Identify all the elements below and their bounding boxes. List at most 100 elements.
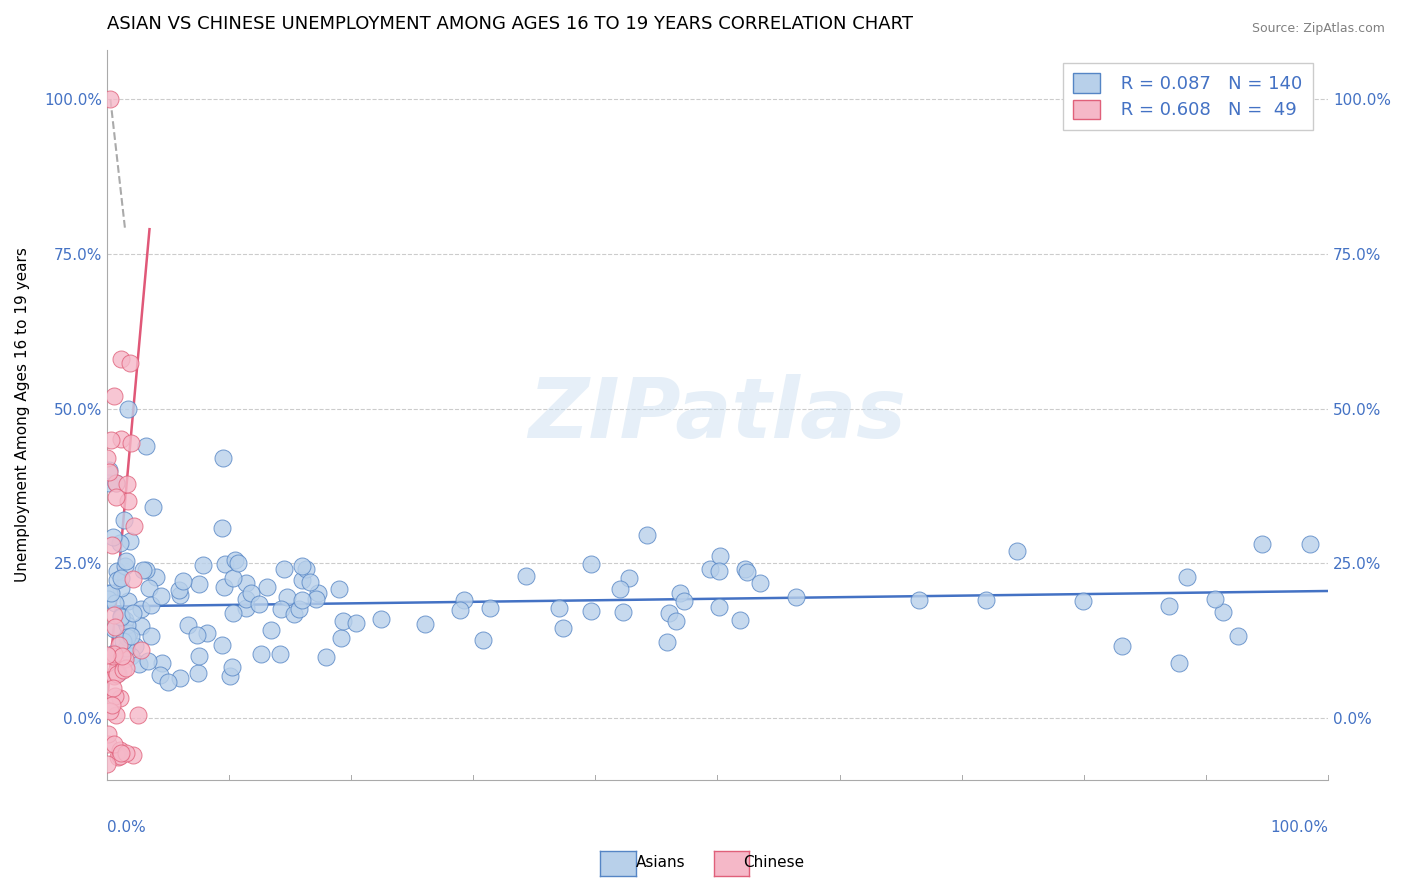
Point [169,671,191,685]
Point [104,689,127,703]
Point [108,742,131,756]
Point [101,530,124,544]
Point [195,626,218,640]
Point [96,656,118,670]
Point [108,535,131,549]
Point [105,665,128,680]
Point [110,609,132,624]
Point [256,580,278,594]
Point [270,602,292,616]
Point [211,638,233,652]
Point [97,727,120,741]
Point [100,433,122,447]
Text: 100.0%: 100.0% [1270,820,1329,835]
Point [101,538,124,552]
Point [142,500,165,515]
Point [103,389,125,403]
Point [105,574,128,588]
Point [141,599,163,613]
Point [110,571,132,585]
Point [235,576,257,591]
Point [288,601,311,615]
Point [177,617,200,632]
Point [226,556,249,570]
Point [100,585,122,599]
Point [98,475,121,490]
Point [115,477,138,491]
Point [269,647,291,661]
Point [291,593,314,607]
Point [117,494,139,508]
Point [110,609,132,624]
Point [240,586,263,600]
Point [188,577,211,591]
Point [145,570,167,584]
Text: 0.0%: 0.0% [107,820,145,835]
Point [214,557,236,571]
Point [107,665,129,680]
Point [150,656,173,670]
Point [100,92,122,106]
Point [136,655,159,669]
Point [617,571,640,585]
Point [118,625,141,640]
Point [104,490,127,504]
Point [132,563,155,577]
Point [1071,594,1094,608]
Point [728,613,751,627]
Point [370,612,392,626]
Point [332,614,354,628]
Point [551,621,574,635]
Point [120,534,142,549]
Point [172,574,194,588]
Point [111,633,134,648]
Text: ASIAN VS CHINESE UNEMPLOYMENT AMONG AGES 16 TO 19 YEARS CORRELATION CHART: ASIAN VS CHINESE UNEMPLOYMENT AMONG AGES… [107,15,912,33]
Point [103,622,125,636]
Point [124,639,146,653]
Point [104,596,127,610]
Point [117,618,139,632]
Text: Asians: Asians [636,855,686,870]
Text: Chinese: Chinese [742,855,804,870]
Point [96,757,118,772]
Point [453,593,475,607]
Point [191,558,214,572]
Point [114,747,136,761]
Point [283,607,305,621]
Point [115,630,138,644]
Point [673,594,696,608]
Point [1111,639,1133,653]
Point [141,629,163,643]
Point [105,475,128,490]
Point [636,528,658,542]
Point [135,563,157,577]
Point [129,618,152,632]
Point [101,648,124,663]
Point [609,582,631,597]
Point [1175,569,1198,583]
Point [1299,537,1322,551]
Point [101,681,124,695]
Point [150,589,173,603]
Point [110,746,132,760]
Point [114,613,136,627]
Point [579,604,602,618]
Point [655,634,678,648]
Point [1226,629,1249,643]
Point [138,581,160,595]
Point [156,674,179,689]
Point [122,519,145,533]
Point [187,666,209,681]
Point [114,652,136,666]
Point [112,513,135,527]
Point [211,521,233,535]
Point [748,576,770,591]
Point [135,439,157,453]
Point [1212,605,1234,619]
Point [149,667,172,681]
Point [131,602,153,616]
Point [212,580,235,594]
Point [250,647,273,661]
Point [413,616,436,631]
Point [114,558,136,573]
